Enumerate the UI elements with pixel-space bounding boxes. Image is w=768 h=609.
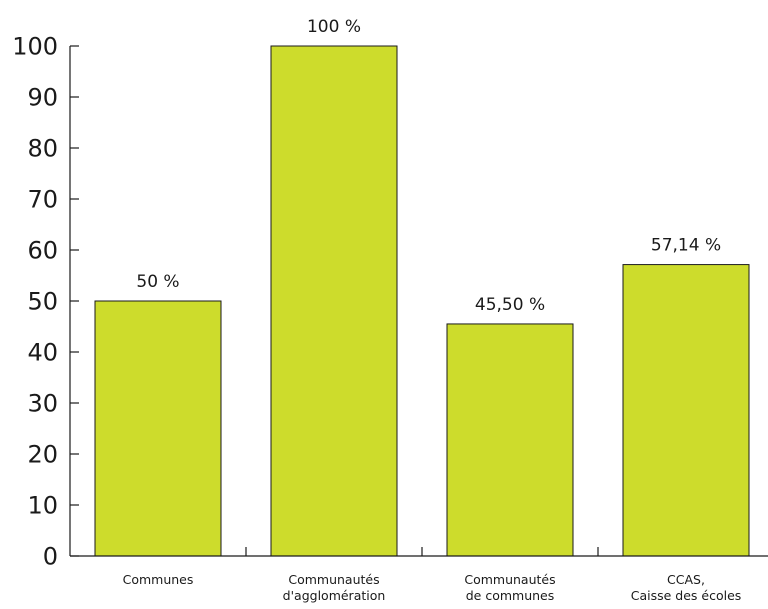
bars (94, 45, 750, 557)
data-labels: 50 % 100 % 45,50 % 57,14 % (136, 17, 721, 315)
data-label: 50 % (136, 272, 179, 292)
x-tick-label: Communes (123, 572, 194, 587)
x-tick-label-line: Communautés (288, 572, 379, 587)
bar (270, 45, 398, 557)
x-tick-label: CCAS, Caisse des écoles (631, 572, 742, 603)
y-tick-label: 100 (12, 33, 58, 61)
x-axis-ticks: Communes Communautés d'agglomérationCommun… (123, 547, 742, 603)
y-tick-label: 0 (43, 543, 58, 571)
y-tick-label: 60 (27, 237, 58, 265)
y-tick-label: 90 (27, 84, 58, 112)
x-tick-label: Communautés d'agglomération (283, 572, 386, 603)
bar (622, 264, 750, 557)
data-label: 45,50 % (475, 295, 545, 315)
y-tick-label: 70 (27, 186, 58, 214)
x-tick-label-line: de communes (466, 588, 555, 603)
y-axis-ticks: 0 10 20 30 40 50 60 70 80 90 100 (12, 33, 79, 571)
y-tick-label: 10 (27, 492, 58, 520)
y-tick-label: 50 (27, 288, 58, 316)
bar (446, 323, 574, 557)
x-tick-label-line: Communautés (464, 572, 555, 587)
data-label: 100 % (307, 17, 361, 37)
x-tick-label-line: d'agglomération (283, 588, 386, 603)
y-tick-label: 30 (27, 390, 58, 418)
data-label: 57,14 % (651, 236, 721, 256)
x-tick-label-line: Caisse des écoles (631, 588, 742, 603)
x-tick-label-line: Communes (123, 572, 194, 587)
y-tick-label: 80 (27, 135, 58, 163)
y-tick-label: 40 (27, 339, 58, 367)
x-tick-label: Communautés de communes (464, 572, 555, 603)
x-tick-label-line: CCAS, (667, 572, 705, 587)
bar (94, 300, 222, 557)
y-tick-label: 20 (27, 441, 58, 469)
